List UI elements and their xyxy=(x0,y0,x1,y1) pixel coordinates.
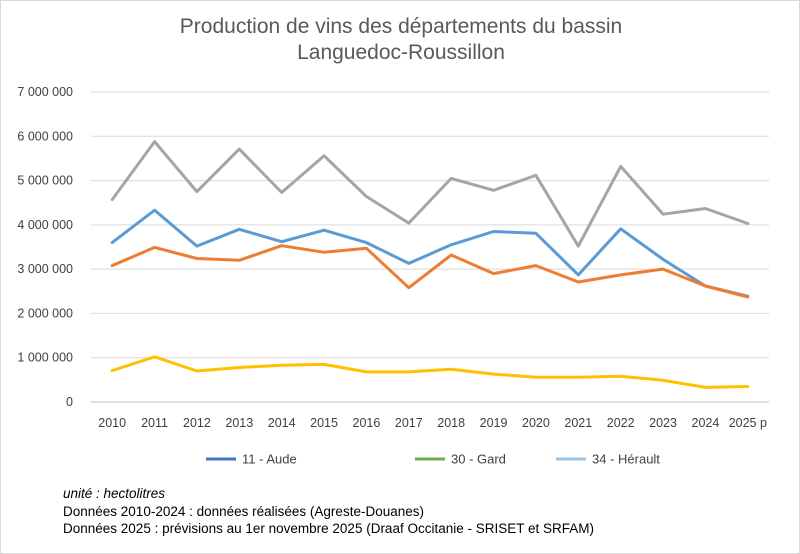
series-lines xyxy=(110,140,750,389)
x-axis-ticks: 2010 2011 2012 2013 2014 2015 2016 2017 2018 2019… xyxy=(98,416,767,430)
source-note-2025: Données 2025 : prévisions au 1er novembr… xyxy=(63,521,595,536)
x-tick-label: 2016 xyxy=(353,416,381,430)
x-tick-label: 2023 xyxy=(649,416,677,430)
x-tick-label: 2010 xyxy=(98,416,126,430)
x-tick-label: 2012 xyxy=(183,416,211,430)
y-tick-label: 2 000 000 xyxy=(17,306,73,320)
x-tick-label: 2025 p xyxy=(729,416,767,430)
x-tick-label: 2017 xyxy=(395,416,423,430)
y-tick-label: 0 xyxy=(66,395,73,409)
legend: 11 - Aude 30 - Gard 34 - Hérault xyxy=(206,452,660,467)
line-chart: Production de vins des départements du b… xyxy=(17,15,769,467)
legend-label: 11 - Aude xyxy=(242,452,297,467)
y-tick-label: 3 000 000 xyxy=(17,262,73,276)
unit-note: unité : hectolitres xyxy=(63,486,166,501)
series-line xyxy=(110,244,750,299)
x-tick-label: 2018 xyxy=(437,416,465,430)
y-tick-label: 6 000 000 xyxy=(17,129,73,143)
chart-title-line-1: Production de vins des départements du b… xyxy=(180,15,622,38)
gridlines xyxy=(91,91,769,403)
y-tick-label: 7 000 000 xyxy=(17,85,73,99)
x-tick-label: 2024 xyxy=(692,416,720,430)
legend-label: 30 - Gard xyxy=(451,452,506,467)
x-tick-label: 2011 xyxy=(141,416,168,430)
notes: unité : hectolitres Données 2010-2024 : … xyxy=(63,485,594,538)
y-tick-label: 1 000 000 xyxy=(17,351,73,365)
legend-label: 34 - Hérault xyxy=(592,452,660,467)
x-tick-label: 2013 xyxy=(225,416,253,430)
x-tick-label: 2015 xyxy=(310,416,338,430)
x-tick-label: 2014 xyxy=(268,416,296,430)
source-note-2010-2024: Données 2010-2024 : données réalisées (A… xyxy=(63,503,424,519)
series-line xyxy=(110,208,750,298)
y-tick-label: 4 000 000 xyxy=(17,218,73,232)
y-axis-ticks: 0 1 000 000 2 000 000 3 000 000 4 000 000 5 0… xyxy=(17,85,73,409)
x-tick-label: 2022 xyxy=(607,416,635,430)
series-line xyxy=(110,140,750,248)
y-tick-label: 5 000 000 xyxy=(17,174,73,188)
x-tick-label: 2021 xyxy=(564,416,592,430)
x-tick-label: 2020 xyxy=(522,416,550,430)
x-tick-label: 2019 xyxy=(480,416,508,430)
chart-title-line-2: Languedoc-Roussillon xyxy=(297,41,505,64)
series-line xyxy=(110,355,750,389)
